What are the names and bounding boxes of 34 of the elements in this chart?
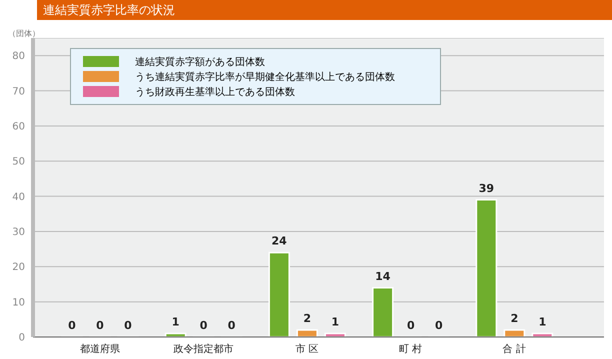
legend-label: うち財政再生基準以上である団体数: [135, 86, 295, 98]
data-label: 0: [200, 318, 208, 332]
data-label: 0: [406, 318, 415, 332]
y-tick-label: 80: [12, 51, 25, 62]
x-tick-label: 市 区: [295, 343, 319, 356]
data-label: 1: [172, 315, 180, 328]
data-label: 0: [124, 318, 132, 332]
data-label: 1: [538, 315, 546, 328]
data-label: 0: [228, 318, 236, 332]
data-label: 0: [434, 318, 443, 332]
x-tick-label: 政令指定都市: [173, 343, 234, 356]
x-tick-label: 町 村: [399, 343, 422, 356]
data-label: 0: [96, 318, 104, 332]
legend-label: うち連結実質赤字比率が早期健全化基準以上である団体数: [135, 70, 395, 84]
y-tick-label: 40: [12, 192, 25, 203]
data-label: 2: [303, 312, 312, 325]
y-tick-label: 0: [18, 332, 25, 344]
y-tick-label: 50: [12, 156, 25, 168]
y-tick-label: 10: [12, 297, 25, 308]
data-label: 2: [510, 312, 518, 325]
data-label: 0: [68, 318, 76, 332]
data-label: 24: [272, 234, 288, 248]
y-tick-label: 20: [12, 262, 25, 274]
data-label: 14: [375, 270, 391, 283]
y-tick-label: 30: [12, 227, 25, 238]
x-tick-label: 都道府県: [80, 343, 120, 356]
data-label: 1: [331, 315, 340, 328]
legend-label: 連結実質赤字額がある団体数: [135, 56, 265, 68]
y-tick-label: 70: [12, 86, 25, 98]
text: （団体）: [8, 28, 40, 39]
y-tick-label: 60: [12, 121, 25, 132]
data-label: 39: [478, 182, 494, 195]
x-tick-label: 合 計: [502, 343, 526, 356]
chart-title: 連結実質赤字比率の状況: [37, 0, 612, 20]
